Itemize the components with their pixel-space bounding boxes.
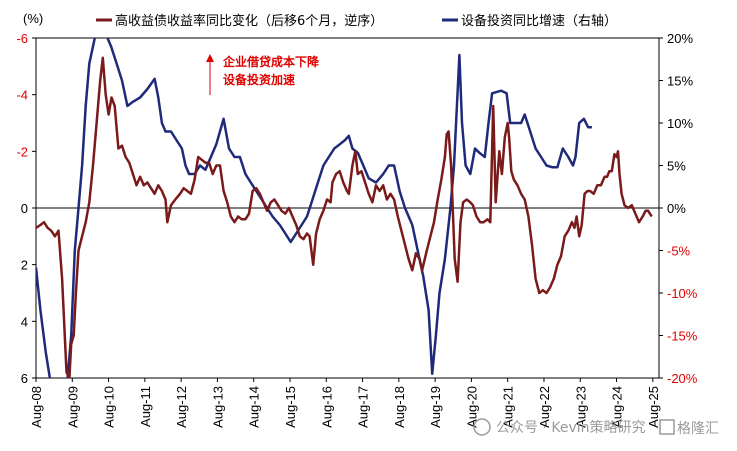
right-tick-label: 0% [667, 201, 686, 216]
left-axis-unit: (%) [23, 11, 43, 26]
legend: 高收益债收益率同比变化（后移6个月，逆序） 设备投资同比增速（右轴） [96, 13, 617, 29]
x-tick-label: Aug-20 [464, 386, 479, 428]
x-tick-label: Aug-23 [573, 386, 588, 428]
right-axis: 20% 15% 10% 5% 0% -5% -10% -15% -20% [659, 31, 698, 386]
annotation-line-1: 企业借贷成本下降 [222, 54, 320, 69]
series-line-capex [36, 38, 592, 378]
watermark: 公众号 · Kevin策略研究 格隆汇 [473, 418, 719, 437]
right-tick-label: -20% [667, 371, 698, 386]
left-tick-label: -4 [16, 88, 28, 103]
x-tick-label: Aug-19 [428, 386, 443, 428]
watermark-source: 公众号 · Kevin策略研究 [496, 419, 646, 436]
legend-label-capex: 设备投资同比增速（右轴） [461, 13, 617, 29]
wechat-icon [473, 418, 491, 436]
x-tick-label: Aug-17 [356, 386, 371, 428]
x-tick-label: Aug-12 [174, 386, 189, 428]
logo-icon [659, 419, 675, 435]
right-tick-label: 20% [667, 31, 693, 46]
x-axis: Aug-08 Aug-09 Aug-10 Aug-11 Aug-12 Aug-13 Aug-… [29, 378, 661, 428]
right-tick-label: -15% [667, 329, 698, 344]
left-tick-label: 4 [21, 314, 28, 329]
x-tick-label: Aug-13 [210, 386, 225, 428]
left-tick-label: 2 [21, 258, 28, 273]
legend-label-yield: 高收益债收益率同比变化（后移6个月，逆序） [115, 13, 383, 29]
annotation-arrow-head [206, 54, 214, 62]
right-tick-label: -5% [667, 244, 691, 259]
right-tick-label: 10% [667, 116, 693, 131]
left-tick-label: 0 [21, 201, 28, 216]
right-tick-label: -10% [667, 286, 698, 301]
x-tick-label: Aug-14 [247, 386, 262, 428]
watermark-logo: 格隆汇 [677, 421, 719, 437]
series-line-yield [36, 56, 653, 378]
annotation-line-2: 设备投资加速 [223, 72, 295, 87]
x-tick-label: Aug-25 [646, 386, 661, 428]
x-tick-label: Aug-08 [29, 386, 44, 428]
x-tick-label: Aug-11 [138, 386, 153, 427]
left-axis: -6 -4 -2 0 2 4 6 [16, 31, 36, 386]
x-tick-label: Aug-16 [319, 386, 334, 428]
annotation: 企业借贷成本下降 设备投资加速 [206, 54, 320, 95]
left-tick-label: 6 [21, 371, 28, 386]
x-tick-label: Aug-18 [392, 386, 407, 428]
left-tick-label: -2 [16, 144, 28, 159]
x-tick-label: Aug-24 [610, 386, 625, 428]
x-tick-label: Aug-21 [501, 386, 516, 428]
left-tick-label: -6 [16, 31, 28, 46]
x-tick-label: Aug-10 [102, 386, 117, 428]
x-tick-label: Aug-09 [65, 386, 80, 428]
right-tick-label: 15% [667, 74, 693, 89]
x-tick-label: Aug-15 [283, 386, 298, 428]
right-tick-label: 5% [667, 159, 686, 174]
x-tick-label: Aug-22 [537, 386, 552, 428]
